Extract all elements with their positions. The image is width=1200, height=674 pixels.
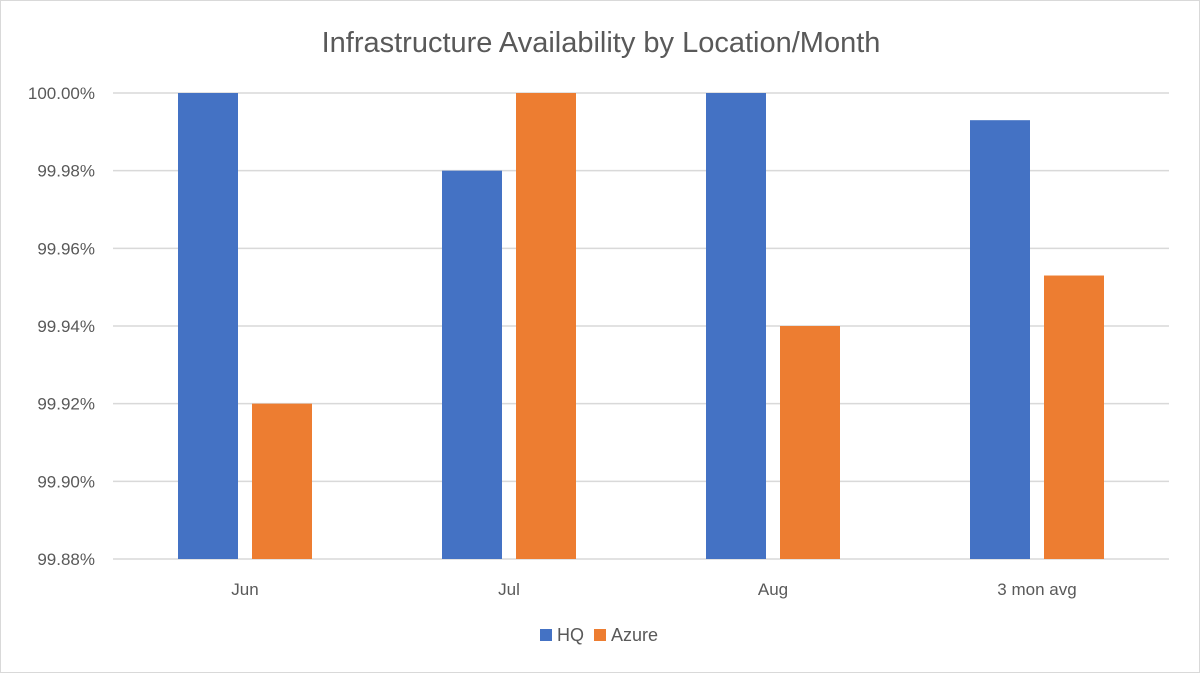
legend-swatch-hq: [540, 629, 552, 641]
y-tick-label: 99.90%: [37, 472, 95, 491]
legend-swatch-azure: [594, 629, 606, 641]
bar-hq-aug: [706, 93, 766, 559]
bar-azure-jun: [252, 403, 312, 559]
x-category-label: Aug: [758, 580, 788, 599]
legend-label-azure: Azure: [611, 625, 658, 645]
bar-azure-aug: [780, 326, 840, 559]
chart-title: Infrastructure Availability by Location/…: [322, 27, 881, 59]
x-axis-categories: Jun Jul Aug 3 mon avg: [231, 580, 1076, 599]
legend-label-hq: HQ: [557, 625, 584, 645]
y-tick-label: 100.00%: [28, 84, 95, 103]
x-category-label: Jul: [498, 580, 520, 599]
bar-hq-3-mon-avg: [970, 120, 1030, 559]
y-tick-label: 99.94%: [37, 317, 95, 336]
bar-azure-jul: [516, 93, 576, 559]
bars: [178, 93, 1104, 559]
y-tick-label: 99.98%: [37, 162, 95, 181]
bar-hq-jun: [178, 93, 238, 559]
y-tick-label: 99.88%: [37, 550, 95, 569]
bar-hq-jul: [442, 170, 502, 559]
bar-azure-3-mon-avg: [1044, 275, 1104, 559]
x-category-label: 3 mon avg: [997, 580, 1076, 599]
y-tick-label: 99.92%: [37, 395, 95, 414]
y-tick-label: 99.96%: [37, 239, 95, 258]
legend: HQ Azure: [540, 625, 658, 645]
x-category-label: Jun: [231, 580, 258, 599]
y-axis-ticks: 99.88% 99.90% 99.92% 99.94% 99.96% 99.98% 100.…: [28, 84, 95, 569]
